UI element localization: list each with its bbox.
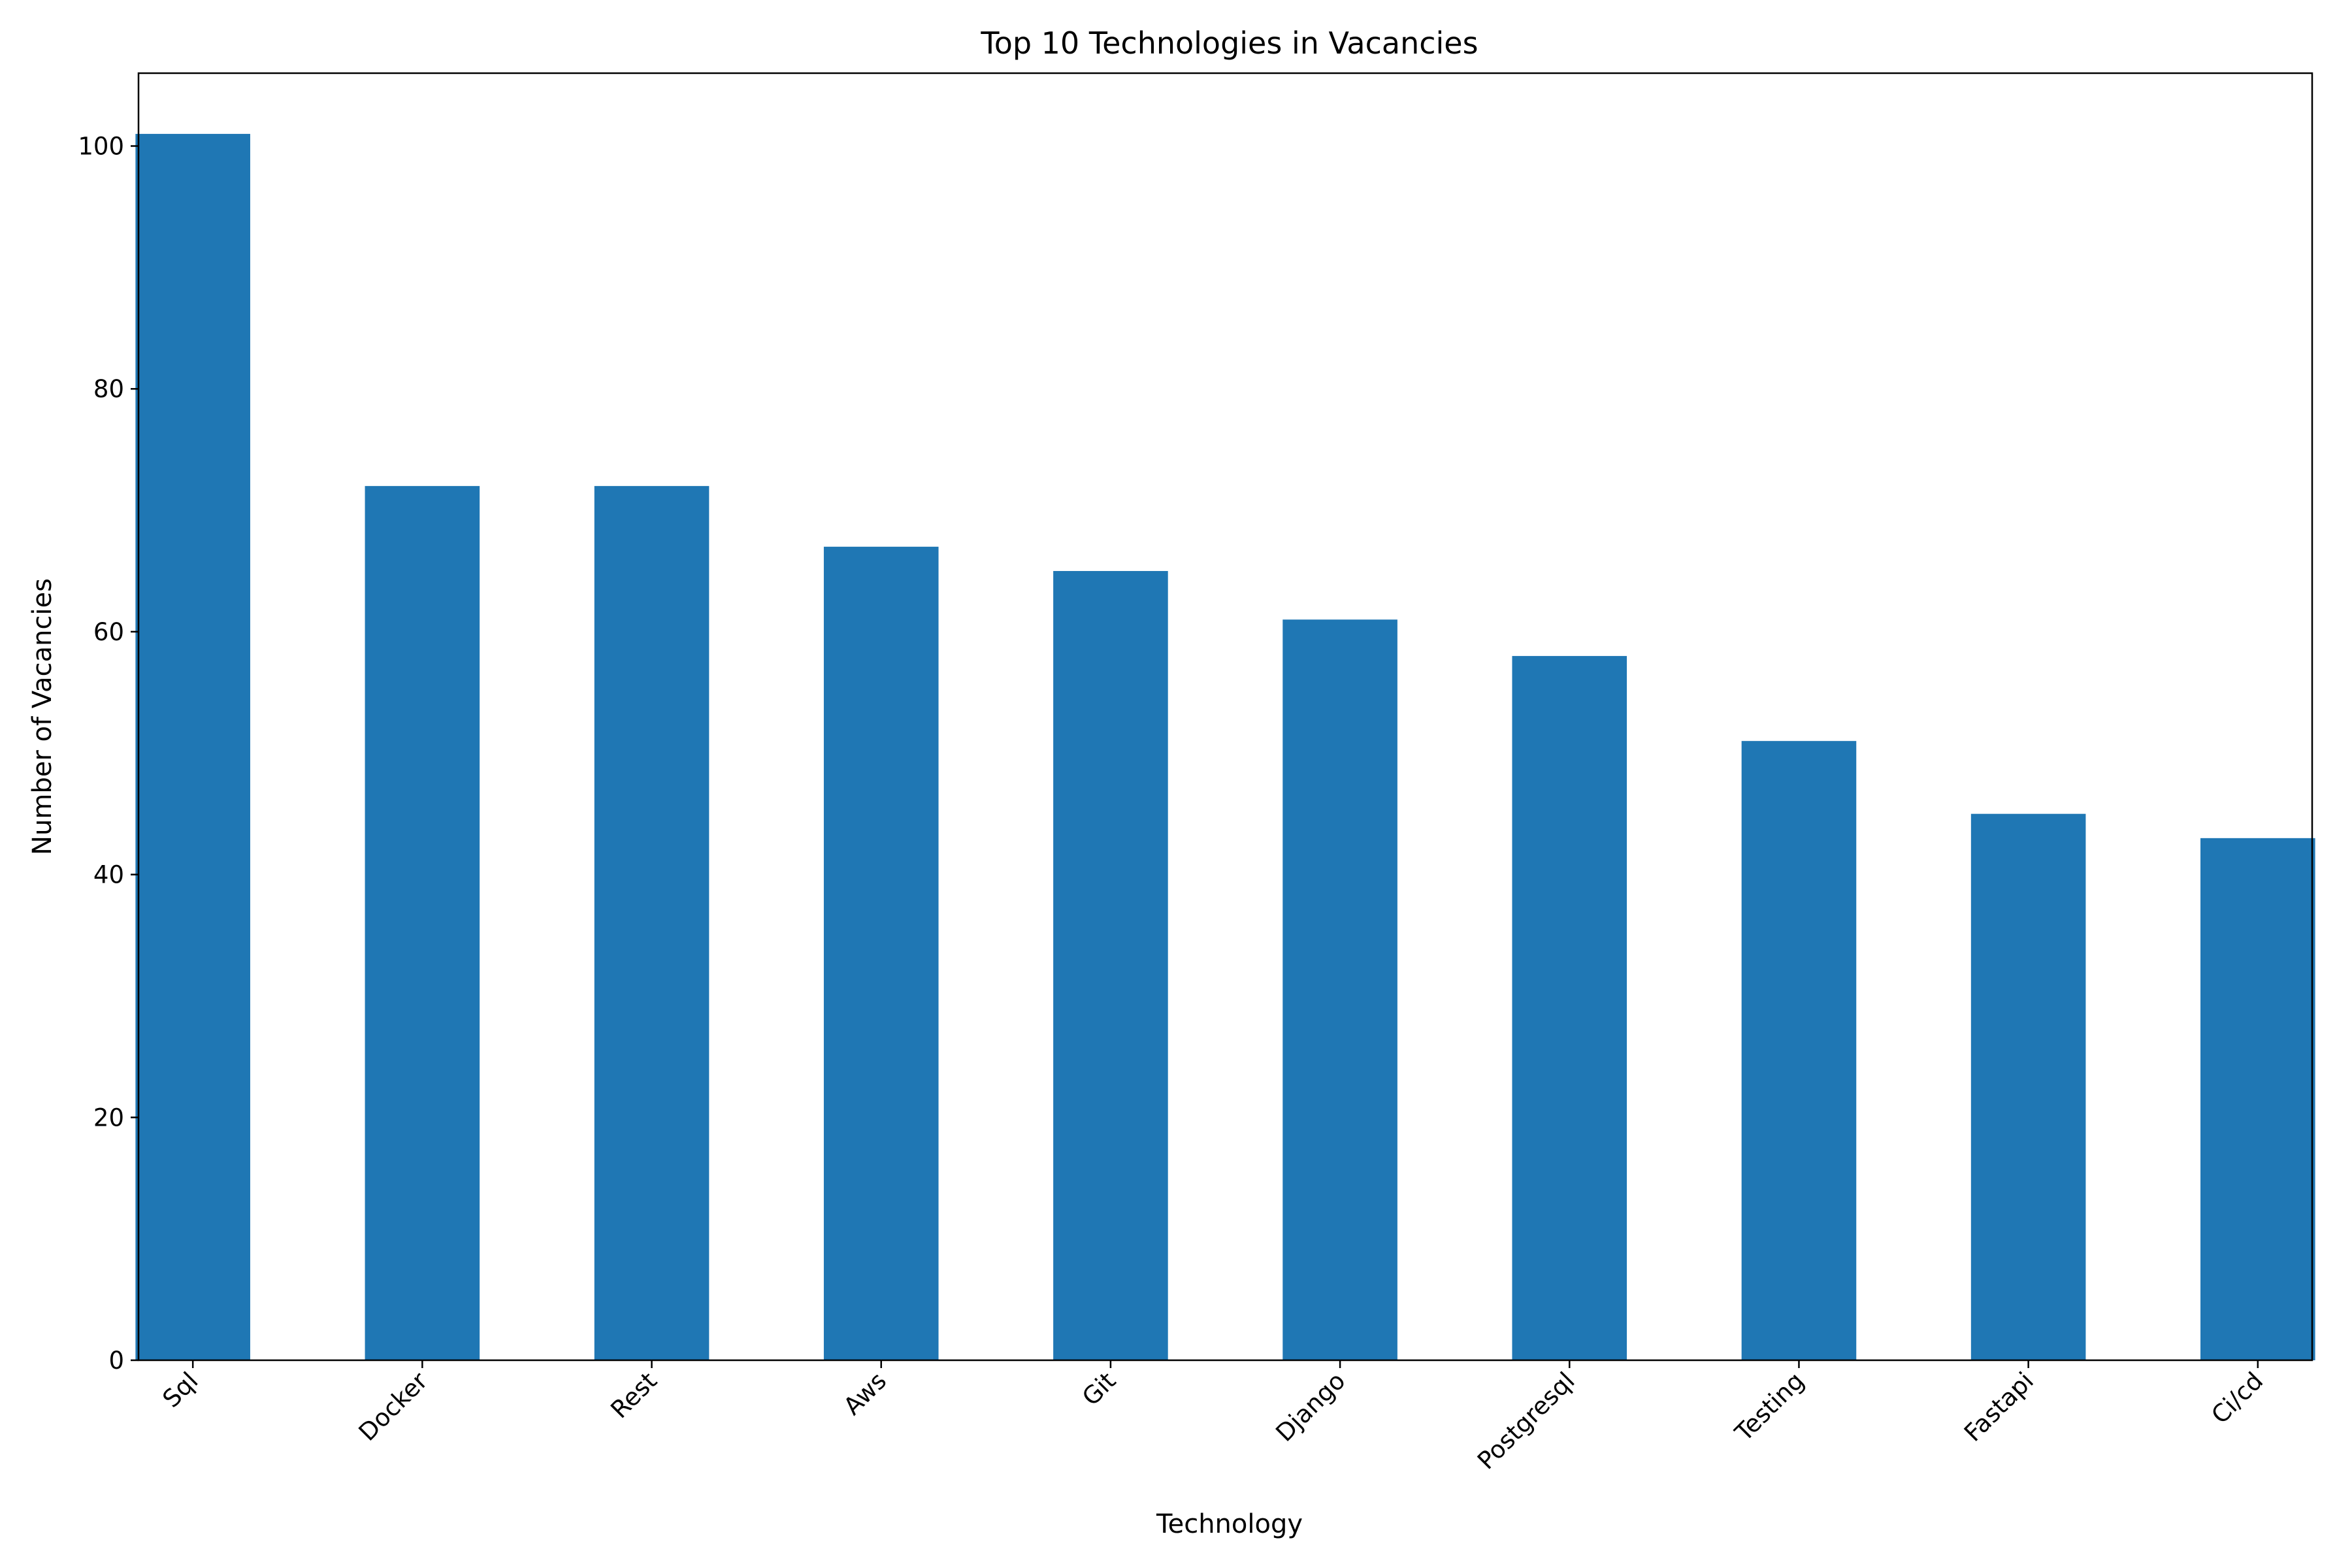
chart-title: Top 10 Technologies in Vacancies: [980, 25, 1478, 61]
y-axis: 0 20 40 60 80 100: [78, 133, 139, 1375]
bar-git: [1053, 570, 1168, 1360]
bar-django: [1282, 619, 1397, 1360]
bar-fastapi: [1970, 813, 2086, 1360]
plot-frame: [137, 72, 2313, 1362]
bar-ci-cd: [2200, 838, 2315, 1360]
x-axis-label: Technology: [1156, 1509, 1303, 1539]
bar-aws: [823, 546, 939, 1361]
bars-group: [135, 133, 2315, 1361]
y-axis-label: Number of Vacancies: [27, 578, 57, 855]
bar-sql: [135, 133, 250, 1360]
y-tick-label: 100: [78, 133, 124, 161]
bar-postgresql: [1512, 656, 1627, 1361]
bar-docker: [365, 485, 480, 1361]
bar-testing: [1741, 741, 1857, 1360]
y-tick-label: 0: [108, 1347, 124, 1375]
y-tick-label: 20: [93, 1103, 124, 1132]
y-tick-label: 60: [93, 618, 124, 646]
y-tick-label: 80: [93, 375, 124, 403]
bar-rest: [594, 485, 710, 1361]
y-tick-label: 40: [93, 861, 124, 889]
